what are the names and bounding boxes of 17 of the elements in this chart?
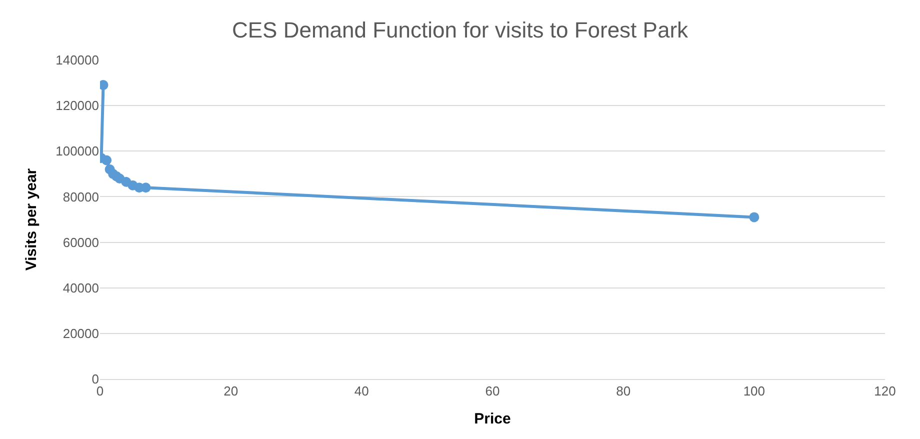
y-tick-label: 120000 <box>56 98 99 114</box>
x-axis-title: Price <box>474 410 511 428</box>
x-tick-label: 20 <box>224 384 238 399</box>
x-tick-label: 60 <box>485 384 500 399</box>
y-tick-label: 100000 <box>56 144 99 159</box>
chart-title: CES Demand Function for visits to Forest Park <box>232 17 690 42</box>
y-tick-label: 40000 <box>62 280 99 296</box>
y-tick-label: 80000 <box>62 189 99 204</box>
x-tick-label: 120 <box>874 384 896 399</box>
x-tick-label: 100 <box>743 384 766 399</box>
y-tick-label: 20000 <box>62 326 99 341</box>
x-tick-label: 80 <box>616 384 631 399</box>
y-tick-label: 140000 <box>56 52 99 68</box>
y-tick-label: 60000 <box>62 234 99 250</box>
y-axis-title: Visits per year <box>22 168 40 271</box>
y-tick-label: 0 <box>92 372 99 387</box>
x-tick-label: 40 <box>354 384 369 399</box>
